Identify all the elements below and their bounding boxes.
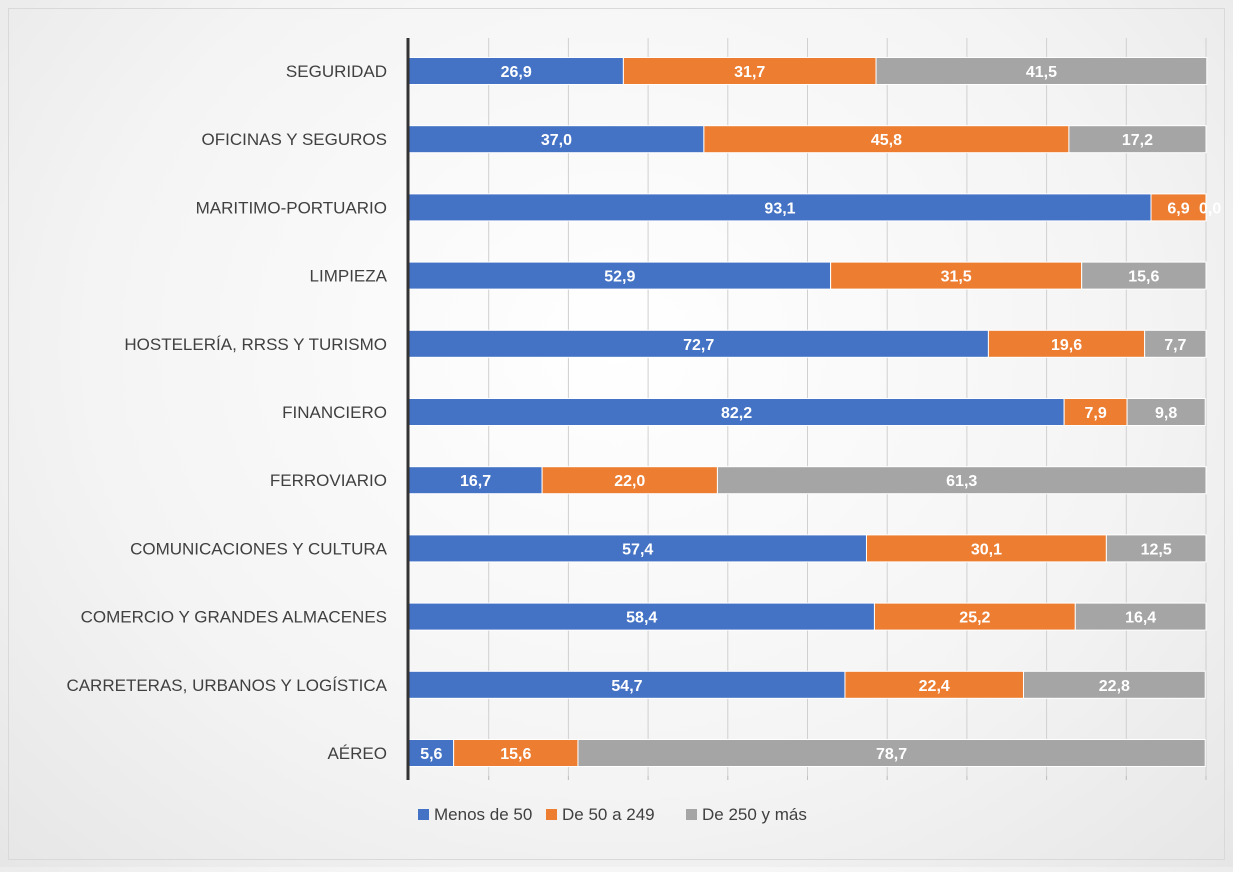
bar-segment: [830, 261, 1083, 290]
data-label: 72,7: [683, 337, 714, 354]
data-label: 22,4: [919, 678, 950, 695]
bar-segment: [408, 261, 832, 290]
data-label: 57,4: [622, 541, 653, 558]
bar-segment: [703, 125, 1070, 154]
category-label: LIMPIEZA: [310, 267, 388, 286]
data-label: 7,7: [1164, 337, 1186, 354]
legend-swatch: [418, 809, 429, 820]
bar-segment: [844, 670, 1024, 699]
category-label: MARITIMO-PORTUARIO: [196, 198, 387, 217]
bar-segment: [622, 57, 877, 85]
data-label: 61,3: [946, 473, 977, 490]
category-label: FINANCIERO: [282, 403, 387, 422]
data-label: 22,0: [614, 473, 645, 490]
data-label: 26,9: [501, 64, 532, 81]
bar-segment: [408, 534, 867, 563]
category-label: AÉREO: [327, 744, 387, 763]
data-label: 16,7: [460, 473, 491, 490]
data-label: 52,9: [604, 269, 635, 286]
data-label: 22,8: [1099, 678, 1130, 695]
category-label: SEGURIDAD: [286, 62, 387, 81]
data-label: 93,1: [764, 200, 795, 217]
data-label: 19,6: [1051, 337, 1082, 354]
bar-segment: [1022, 670, 1206, 699]
data-label: 82,2: [721, 405, 752, 422]
data-label: 45,8: [871, 132, 902, 149]
bar-segment: [408, 398, 1065, 426]
bar-segment: [865, 534, 1107, 563]
data-label: 58,4: [626, 610, 657, 627]
category-label: FERROVIARIO: [270, 471, 387, 490]
category-label: OFICINAS Y SEGUROS: [202, 130, 387, 149]
category-label: HOSTELERÍA, RRSS Y TURISMO: [124, 335, 387, 354]
legend-label: Menos de 50: [434, 805, 532, 824]
data-label: 9,8: [1155, 405, 1177, 422]
data-label: 5,6: [420, 746, 442, 763]
bar-segment: [1081, 261, 1207, 290]
data-label: 15,6: [500, 746, 531, 763]
bar-segment: [1068, 125, 1207, 154]
bar-segment: [873, 602, 1076, 631]
bar-segment: [408, 602, 875, 631]
bar-segment: [577, 739, 1206, 767]
data-label: 41,5: [1026, 64, 1057, 81]
data-label: 6,9: [1167, 200, 1189, 217]
bar-segment: [408, 670, 846, 699]
data-label: 37,0: [541, 132, 572, 149]
bar-segment: [875, 57, 1208, 85]
bar-segment: [1126, 398, 1206, 426]
bar-segment: [1063, 398, 1128, 426]
data-label: 12,5: [1141, 541, 1172, 558]
data-label: 25,2: [959, 610, 990, 627]
bar-segment: [1105, 534, 1207, 563]
data-label: 7,9: [1084, 405, 1106, 422]
legend-swatch: [546, 809, 557, 820]
data-label: 17,2: [1122, 132, 1153, 149]
category-label: COMUNICACIONES Y CULTURA: [130, 539, 388, 558]
data-label: 31,5: [941, 269, 972, 286]
legend-swatch: [686, 809, 697, 820]
legend-label: De 250 y más: [702, 805, 807, 824]
data-label: 15,6: [1128, 269, 1159, 286]
data-label: 54,7: [611, 678, 642, 695]
bar-segment: [1150, 193, 1207, 222]
data-label: 31,7: [734, 64, 765, 81]
bar-segment: [1144, 329, 1207, 358]
bar-segment: [1074, 602, 1207, 631]
chart-frame: [8, 8, 1225, 860]
bar-segment: [716, 466, 1207, 495]
data-label: 16,4: [1125, 610, 1156, 627]
legend-label: De 50 a 249: [562, 805, 655, 824]
category-label: CARRETERAS, URBANOS Y LOGÍSTICA: [66, 676, 387, 695]
data-label: 30,1: [971, 541, 1002, 558]
data-label: 0,0: [1199, 200, 1221, 217]
data-label: 78,7: [876, 746, 907, 763]
bar-segment: [453, 739, 579, 767]
category-label: COMERCIO Y GRANDES ALMACENES: [81, 608, 387, 627]
